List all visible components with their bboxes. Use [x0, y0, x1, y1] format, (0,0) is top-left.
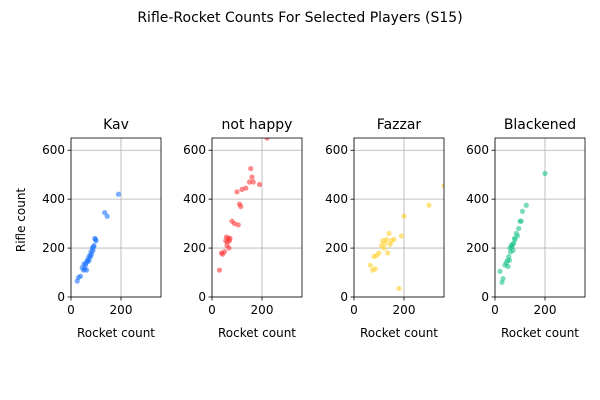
x-tick-label: 200 — [110, 303, 133, 317]
y-tick-label: 0 — [340, 290, 348, 304]
subplot-2: 0 200 0 200 400 600 not happy Rocket count — [183, 117, 303, 340]
subplot-title: Blackened — [504, 117, 576, 133]
data-point — [523, 202, 529, 208]
data-point — [506, 257, 513, 263]
data-point — [401, 213, 407, 219]
subplot-1: 0 200 0 200 400 600 Kav Rocket count — [42, 117, 162, 340]
data-point — [216, 267, 223, 273]
x-tick-label: 200 — [251, 303, 274, 317]
x-tick-label: 200 — [393, 303, 416, 317]
data-point — [246, 179, 253, 185]
data-point — [381, 245, 387, 251]
data-point — [238, 203, 244, 210]
x-tick-label: 0 — [491, 303, 499, 317]
y-tick-label: 200 — [325, 241, 348, 255]
data-point — [372, 266, 378, 272]
data-point — [104, 213, 110, 219]
y-tick-label: 200 — [42, 241, 65, 255]
data-point — [441, 183, 444, 189]
subplot-title: not happy — [222, 117, 293, 133]
data-point — [398, 233, 405, 239]
data-point — [514, 233, 521, 239]
axes-frame — [353, 137, 445, 298]
data-point — [102, 210, 108, 216]
subplot-title: Kav — [103, 117, 129, 133]
x-axis-label: Rocket count — [77, 326, 155, 340]
data-point — [519, 208, 526, 214]
x-tick-label: 0 — [67, 303, 75, 317]
shared-y-axis-label: Rifle count — [14, 188, 28, 253]
x-tick-label: 200 — [534, 303, 557, 317]
y-tick-label: 600 — [183, 143, 206, 157]
axes-frame — [494, 137, 586, 298]
data-point — [396, 285, 402, 292]
data-point — [250, 179, 256, 185]
x-tick-label: 0 — [208, 303, 216, 317]
data-point — [505, 263, 511, 270]
scatter-series — [367, 183, 444, 292]
data-point — [221, 249, 228, 255]
data-point — [426, 202, 432, 208]
data-point — [391, 236, 397, 243]
data-point — [243, 185, 249, 191]
figure-title: Rifle-Rocket Counts For Selected Players… — [137, 10, 462, 26]
data-point — [516, 225, 522, 232]
x-tick-label: 0 — [350, 303, 358, 317]
y-tick-label: 200 — [466, 241, 489, 255]
data-point — [115, 191, 122, 197]
y-tick-label: 0 — [57, 290, 65, 304]
y-tick-label: 200 — [183, 241, 206, 255]
data-point — [91, 243, 97, 249]
data-point — [249, 174, 255, 180]
subplot-4: 0 200 0 200 400 600 Blackened Rocket count — [466, 117, 586, 340]
data-point — [77, 273, 84, 279]
y-tick-label: 400 — [42, 192, 65, 206]
data-point — [542, 170, 548, 177]
y-tick-label: 600 — [42, 143, 65, 157]
data-point — [376, 250, 382, 256]
data-point — [93, 238, 99, 244]
data-point — [383, 236, 390, 243]
data-point — [83, 267, 90, 273]
data-point — [227, 235, 233, 241]
data-point — [518, 218, 524, 224]
data-point — [226, 245, 232, 251]
y-tick-label: 400 — [466, 192, 489, 206]
data-point — [512, 236, 518, 243]
data-point — [385, 250, 391, 256]
scatter-series — [497, 170, 548, 285]
data-point — [234, 189, 240, 195]
x-axis-label: Rocket count — [501, 326, 579, 340]
y-tick-label: 0 — [481, 290, 489, 304]
axes-frame — [211, 137, 303, 298]
x-axis-label: Rocket count — [360, 326, 438, 340]
data-point — [497, 268, 503, 274]
data-point — [500, 276, 506, 282]
y-tick-label: 0 — [198, 290, 206, 304]
data-point — [510, 247, 516, 254]
scatter-series — [216, 138, 270, 273]
subplot-3: 0 200 0 200 400 600 Fazzar Rocket count — [325, 117, 445, 340]
data-point — [367, 262, 373, 268]
y-tick-label: 400 — [183, 192, 206, 206]
y-tick-label: 400 — [325, 192, 348, 206]
data-point — [248, 165, 254, 172]
axes-frame — [70, 137, 162, 298]
data-point — [256, 181, 263, 188]
subplot-title: Fazzar — [377, 117, 422, 133]
y-tick-label: 600 — [325, 143, 348, 157]
scatter-series — [74, 191, 122, 284]
data-point — [386, 230, 392, 236]
x-axis-label: Rocket count — [218, 326, 296, 340]
y-tick-label: 600 — [466, 143, 489, 157]
data-point — [235, 222, 241, 228]
data-point — [264, 138, 270, 141]
